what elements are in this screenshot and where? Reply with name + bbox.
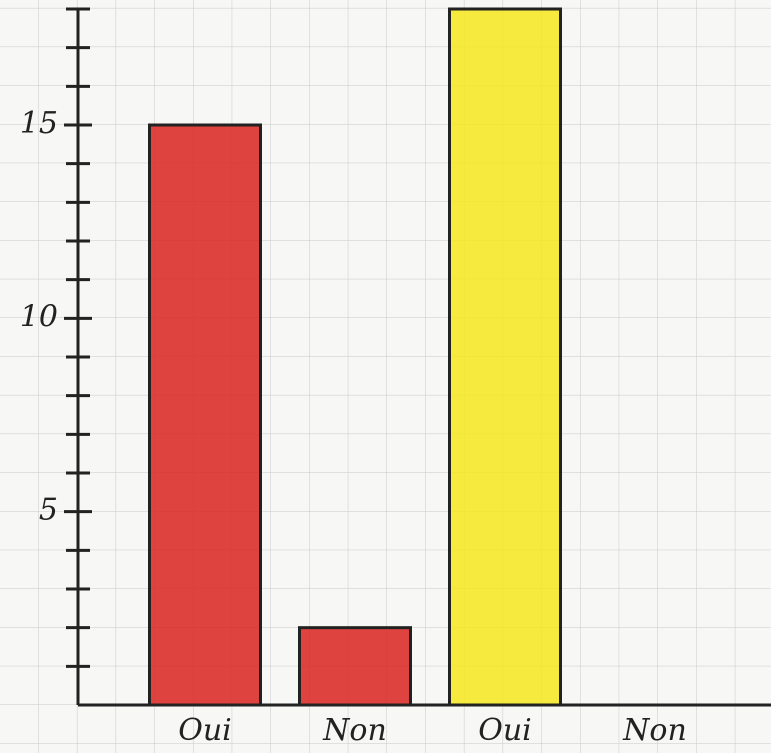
bar xyxy=(298,626,412,707)
y-tick-label: 15 xyxy=(20,106,58,141)
bar xyxy=(448,7,562,707)
x-tick-label: Oui xyxy=(178,713,232,748)
y-tick-label: 10 xyxy=(20,299,58,334)
x-tick-label: Oui xyxy=(478,713,532,748)
x-tick-label: Non xyxy=(322,713,387,748)
bar xyxy=(148,123,262,707)
x-tick-label: Non xyxy=(622,713,687,748)
y-tick-label: 5 xyxy=(39,493,58,528)
